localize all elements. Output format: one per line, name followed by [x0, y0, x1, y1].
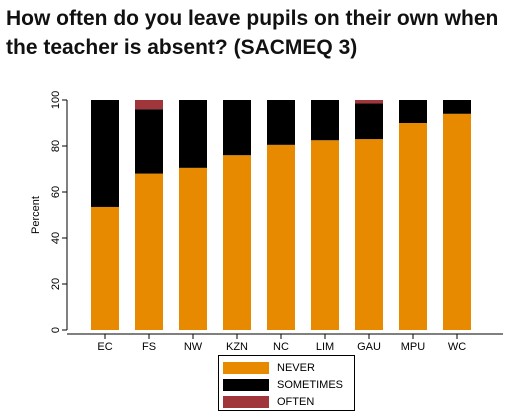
bar-segment-never-lim: [311, 140, 339, 330]
chart-title: How often do you leave pupils on their o…: [6, 7, 499, 59]
x-tick-label-ec: EC: [97, 341, 112, 353]
legend: NEVER SOMETIMES OFTEN: [218, 355, 355, 411]
bar-segment-never-fs: [135, 173, 163, 330]
x-tick-label-gau: GAU: [357, 341, 381, 353]
legend-item-often: OFTEN: [223, 393, 354, 410]
y-tick-label: 20: [50, 278, 62, 290]
bar-segment-never-ec: [91, 206, 119, 330]
bars: [91, 100, 471, 330]
bar-segment-never-gau: [355, 139, 383, 330]
y-tick-label: 0: [50, 327, 62, 333]
bar-segment-often-gau: [355, 100, 383, 104]
x-tick-label-fs: FS: [142, 341, 156, 353]
x-tick-label-kzn: KZN: [226, 341, 248, 353]
bar-segment-sometimes-mpu: [399, 100, 427, 123]
legend-item-never: NEVER: [223, 359, 354, 376]
x-tick-label-mpu: MPU: [401, 341, 426, 353]
bar-segment-never-wc: [443, 113, 471, 330]
y-tick-label: 80: [50, 140, 62, 152]
y-tick-label: 60: [50, 186, 62, 198]
bar-segment-sometimes-kzn: [223, 100, 251, 156]
bar-segment-often-fs: [135, 100, 163, 110]
legend-label-never: NEVER: [277, 361, 315, 374]
bar-segment-sometimes-nw: [179, 100, 207, 168]
x-tick-label-wc: WC: [448, 341, 466, 353]
legend-item-sometimes: SOMETIMES: [223, 376, 354, 393]
legend-label-often: OFTEN: [277, 395, 315, 408]
bar-segment-sometimes-lim: [311, 100, 339, 141]
bar-segment-sometimes-gau: [355, 103, 383, 140]
axes: [62, 99, 503, 339]
legend-swatch-never: [223, 361, 269, 374]
legend-label-sometimes: SOMETIMES: [277, 378, 344, 391]
y-tick-label: 100: [50, 91, 62, 109]
x-tick-label-nc: NC: [273, 341, 289, 353]
bar-segment-never-nw: [179, 167, 207, 330]
labels: 0 20 40 60 80 100 Percent EC FS NW KZN NC LIM GAU MPU W…: [30, 91, 466, 353]
bar-segment-never-nc: [267, 144, 295, 330]
y-axis-title: Percent: [30, 196, 42, 234]
bar-segment-sometimes-fs: [135, 109, 163, 174]
legend-swatch-often: [223, 395, 269, 408]
y-tick-label: 40: [50, 232, 62, 244]
x-tick-label-lim: LIM: [316, 341, 334, 353]
x-tick-label-nw: NW: [184, 341, 203, 353]
bar-segment-never-kzn: [223, 155, 251, 330]
bar-segment-sometimes-nc: [267, 100, 295, 145]
bar-segment-never-mpu: [399, 123, 427, 330]
legend-swatch-sometimes: [223, 378, 269, 391]
bar-segment-sometimes-ec: [91, 100, 119, 207]
bar-segment-sometimes-wc: [443, 100, 471, 114]
